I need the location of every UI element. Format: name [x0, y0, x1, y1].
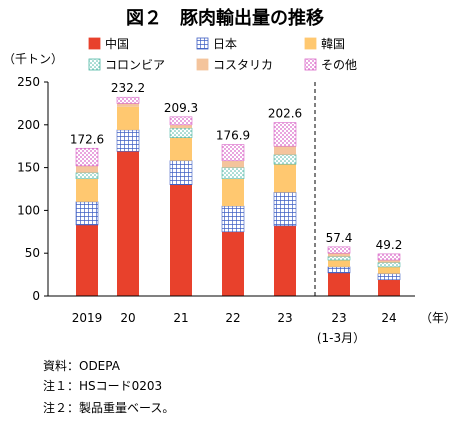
- bar-5-2: [328, 260, 350, 267]
- legend-swatch-4: [196, 58, 209, 71]
- legend-swatch-5: [304, 58, 317, 71]
- bar-2-2: [170, 137, 192, 161]
- bar-2-3: [169, 127, 193, 138]
- chart-title: 図２ 豚肉輸出量の推移: [126, 7, 324, 29]
- bar-3-3: [221, 167, 245, 180]
- note-hs-code: 注１：HSコード0203: [43, 378, 162, 393]
- legend-swatch-2: [304, 37, 317, 50]
- legend-swatch-0: [88, 37, 101, 50]
- bar-4-3: [273, 154, 297, 165]
- bar-4-4: [274, 146, 296, 155]
- x-tick-sublabel-5: (1-3月）: [317, 331, 365, 345]
- bar-2-4: [170, 124, 192, 129]
- y-axis-label: （千トン）: [3, 52, 63, 66]
- x-tick-label-6: 24: [381, 311, 396, 325]
- x-tick-label-4: 23: [277, 311, 292, 325]
- bar-2-5: [169, 116, 193, 126]
- bar-4-1: [273, 192, 297, 227]
- y-axis: 0 50 100 150 200 250: [17, 75, 49, 303]
- bar-4-2: [274, 164, 296, 193]
- bar-1-5: [116, 96, 140, 104]
- x-tick-label-1: 20: [120, 311, 135, 325]
- bars: 172.6 232.2 209.3 176.9 202.6 57.4 49.2: [70, 81, 403, 296]
- bar-0-4: [76, 165, 98, 173]
- source-notes: 資料：ODEPA 注１：HSコード0203 注２：製品重量ベース。: [43, 359, 174, 415]
- x-axis: 2019 20 21 22 23 23 (1-3月） 24: [48, 295, 415, 345]
- bar-2-0: [170, 184, 192, 296]
- bar-1-1: [116, 129, 140, 152]
- bar-6-2: [378, 266, 400, 274]
- bar-1-4: [117, 103, 139, 107]
- bar-3-4: [222, 160, 244, 168]
- legend-label-1: 日本: [213, 37, 237, 51]
- x-tick-label-2: 21: [173, 311, 188, 325]
- bar-1-0: [117, 151, 139, 296]
- y-tick-label-1: 50: [25, 246, 40, 260]
- total-label-6: 49.2: [376, 238, 403, 252]
- legend-label-2: 韓国: [321, 37, 345, 51]
- bar-0-0: [76, 224, 98, 296]
- x-tick-label-5: 23: [331, 311, 346, 325]
- bar-5-0: [328, 272, 350, 296]
- legend-label-4: コスタリカ: [213, 58, 273, 72]
- x-tick-label-3: 22: [225, 311, 240, 325]
- bar-3-1: [221, 205, 245, 233]
- x-tick-label-0: 2019: [72, 311, 103, 325]
- total-label-0: 172.6: [70, 132, 104, 146]
- note-weight-basis: 注２：製品重量ベース。: [43, 400, 174, 415]
- bar-6-5: [377, 253, 401, 261]
- bar-6-4: [378, 260, 400, 263]
- bar-6-0: [378, 279, 400, 296]
- bar-5-3: [327, 256, 351, 261]
- bar-5-5: [327, 246, 351, 254]
- bar-3-2: [222, 178, 244, 207]
- y-tick-label-3: 150: [17, 161, 40, 175]
- bar-5-4: [328, 253, 350, 257]
- y-tick-label-2: 100: [17, 203, 40, 217]
- bar-2-1: [169, 160, 193, 186]
- bar-0-1: [75, 201, 99, 226]
- x-axis-unit: （年）: [420, 311, 450, 325]
- total-label-2: 209.3: [164, 101, 198, 115]
- legend-swatch-1: [196, 37, 209, 50]
- y-tick-label-0: 0: [32, 289, 40, 303]
- bar-0-2: [76, 178, 98, 202]
- bar-4-5: [273, 122, 297, 147]
- total-label-5: 57.4: [326, 231, 353, 245]
- bar-6-1: [377, 273, 401, 281]
- total-label-1: 232.2: [111, 81, 145, 95]
- bar-0-3: [75, 172, 99, 180]
- bar-1-2: [117, 106, 139, 130]
- bar-4-0: [274, 225, 296, 296]
- legend-label-0: 中国: [105, 36, 129, 51]
- y-tick-label-4: 200: [17, 118, 40, 132]
- note-source: 資料：ODEPA: [43, 359, 121, 373]
- total-label-3: 176.9: [216, 129, 250, 143]
- legend-label-5: その他: [321, 58, 357, 72]
- y-tick-label-5: 250: [17, 75, 40, 89]
- bar-5-1: [327, 266, 351, 274]
- bar-6-3: [377, 262, 401, 268]
- bar-3-0: [222, 231, 244, 296]
- bar-3-5: [221, 144, 245, 162]
- legend-swatch-3: [88, 58, 101, 71]
- bar-0-5: [75, 147, 99, 167]
- legend-label-3: コロンビア: [105, 58, 165, 72]
- total-label-4: 202.6: [268, 107, 302, 121]
